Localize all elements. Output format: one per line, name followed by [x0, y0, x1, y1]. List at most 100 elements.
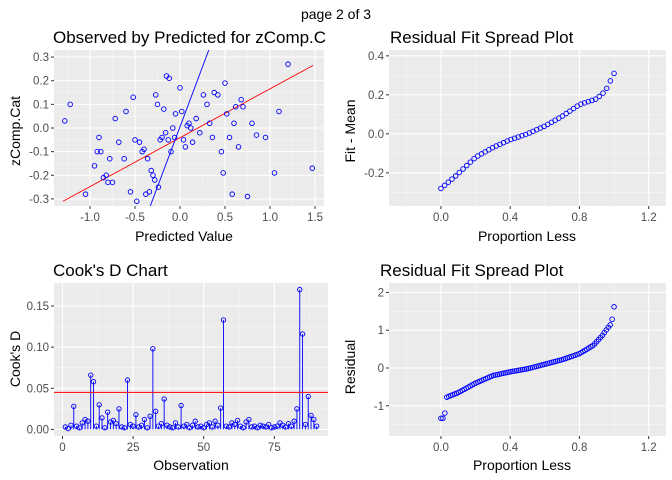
data-point: [471, 155, 477, 162]
data-point: [112, 115, 118, 122]
data-point: [276, 108, 282, 115]
cooks-d-point: [164, 422, 170, 428]
data-point: [165, 137, 172, 143]
fit-spread-bottom-tick-label-x: 0.0: [433, 442, 449, 454]
cooks-d-tick-label-y: 0.05: [27, 383, 49, 395]
data-point: [596, 93, 603, 100]
data-point: [179, 108, 185, 115]
data-point: [229, 191, 235, 197]
cooks-d-point: [96, 402, 102, 408]
fit-spread-top-title: Residual Fit Spread Plot: [390, 28, 574, 47]
data-point: [592, 96, 599, 102]
cooks-d-x-axis: 0 25 50 75: [59, 283, 281, 454]
data-point: [456, 169, 463, 176]
data-point: [449, 176, 455, 182]
data-point: [609, 316, 615, 323]
cooks-d-point: [271, 424, 277, 430]
data-point: [130, 94, 136, 101]
data-point: [467, 159, 474, 165]
cooks-d-point: [107, 419, 114, 425]
cooks-d-point: [175, 424, 181, 430]
data-point: [463, 162, 470, 169]
data-point: [233, 103, 239, 110]
cooks-d-point: [201, 425, 207, 431]
fit-spread-top-points: [438, 70, 617, 192]
cooks-d-point: [65, 425, 71, 432]
data-point: [177, 85, 183, 91]
data-point: [127, 189, 134, 195]
observed-by-predicted-ylabel: zComp.Cat: [7, 96, 23, 166]
data-point: [511, 135, 518, 141]
cooks-d-point: [249, 424, 255, 430]
cooks-d-panel: 0 25 50 75 0.00 0.05 0.10 0.15: [27, 283, 328, 454]
cooks-d-point: [141, 416, 148, 423]
cooks-d-point: [85, 418, 91, 424]
cooks-d-point: [133, 411, 139, 418]
data-point: [510, 368, 516, 375]
cooks-d-tick-label-x: 50: [197, 442, 210, 454]
observed-by-predicted-tick-label-x: 0.0: [172, 212, 188, 224]
data-point: [193, 115, 199, 122]
fit-spread-top-tick-label-y: -0.2: [364, 168, 384, 180]
data-point: [123, 108, 129, 115]
cooks-d-point: [147, 413, 153, 419]
observed-by-predicted-points: [62, 61, 316, 205]
data-point: [235, 144, 242, 150]
observed-by-predicted-tick-label-y: -0.3: [29, 194, 49, 206]
cooks-d-bars: [62, 286, 320, 432]
data-point: [96, 134, 102, 141]
cooks-d-point: [99, 415, 105, 421]
fit-spread-bottom-tick-label-y: 2: [378, 287, 384, 299]
data-point: [206, 120, 213, 127]
data-point: [600, 90, 606, 96]
data-point: [441, 182, 448, 189]
data-point: [136, 139, 143, 145]
cooks-d-point: [124, 377, 131, 383]
fit-spread-top-tick-label-x: 0.4: [502, 212, 519, 224]
data-point: [204, 101, 210, 108]
fit-spread-bottom-tick-label-x: 0.4: [502, 442, 519, 454]
cooks-d-point: [93, 423, 100, 429]
cooks-d-background: [54, 283, 328, 436]
data-point: [180, 137, 187, 143]
data-point: [171, 134, 178, 141]
data-point: [107, 155, 113, 162]
cooks-d-point: [79, 420, 85, 426]
cooks-d-point: [150, 346, 156, 352]
cooks-d-point: [158, 421, 164, 427]
data-point: [155, 184, 162, 190]
data-point: [559, 113, 566, 119]
observed-by-predicted-title: Observed by Predicted for zComp.C: [53, 28, 326, 47]
cooks-d-point: [209, 424, 215, 430]
data-point: [121, 155, 127, 162]
fit-spread-top-tick-label-y: 0.2: [368, 90, 384, 102]
data-point: [134, 198, 140, 205]
data-point: [91, 163, 98, 169]
data-point: [67, 101, 73, 108]
fit-spread-bottom-title: Residual Fit Spread Plot: [380, 261, 564, 280]
data-point: [578, 101, 584, 107]
observed-by-predicted-lines: [62, 50, 314, 206]
data-point: [152, 92, 159, 98]
cooks-d-point: [308, 412, 314, 419]
cooks-d-point: [136, 424, 142, 430]
cooks-d-point: [280, 422, 286, 428]
data-point: [253, 132, 260, 138]
data-point: [238, 96, 244, 103]
data-point: [570, 105, 577, 112]
data-point: [442, 410, 448, 416]
data-point: [161, 106, 167, 112]
cooks-d-point: [260, 423, 266, 429]
data-point: [215, 92, 221, 98]
observed-by-predicted-tick-label-x: 1.5: [307, 212, 323, 224]
observed-by-predicted-tick-label-y: -0.1: [29, 147, 49, 159]
cooks-d-point: [198, 423, 204, 429]
cooks-d-point: [266, 421, 272, 428]
data-point: [563, 110, 569, 117]
data-point: [519, 132, 525, 139]
data-point: [168, 148, 174, 155]
cooks-d-point: [71, 403, 77, 410]
observed-by-predicted-tick-label-x: 0.5: [217, 212, 233, 224]
cooks-d-point: [167, 424, 173, 430]
cooks-d-point: [229, 420, 235, 426]
